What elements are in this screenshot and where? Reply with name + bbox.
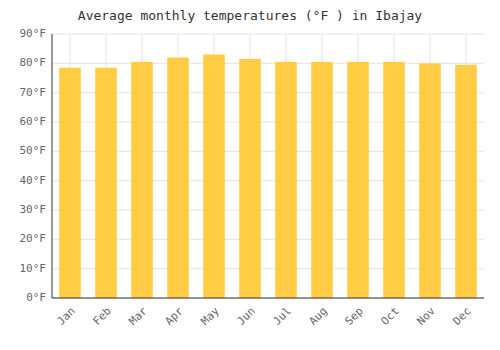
bar — [275, 62, 297, 298]
x-tick-label: Jun — [235, 305, 258, 328]
y-grid-line — [52, 34, 484, 35]
y-tick-label: 40°F — [20, 174, 47, 187]
x-tick-label: Mar — [127, 304, 151, 328]
bar — [167, 57, 189, 298]
x-axis-line — [52, 298, 484, 299]
bar — [131, 62, 153, 298]
y-tick-label: 20°F — [20, 232, 47, 245]
x-tick-label: Jan — [55, 305, 78, 328]
y-tick-label: 80°F — [20, 56, 47, 69]
x-tick-label: Jul — [271, 305, 294, 328]
x-tick-label: Dec — [451, 305, 474, 328]
axes: 0°F 10°F 20°F 30°F 40°F 50°F 60°F 70°F 80°F 90°F J… — [20, 27, 485, 328]
bar — [311, 62, 333, 298]
title: Average monthly temperatures (°F ) in Ib… — [78, 8, 423, 23]
chart-svg: 0°F 10°F 20°F 30°F 40°F 50°F 60°F 70°F 80°F 90°F J… — [0, 0, 500, 350]
y-axis-line — [52, 34, 53, 298]
x-tick-label: Aug — [307, 305, 330, 328]
bar — [347, 62, 369, 298]
y-tick-label: 10°F — [20, 262, 47, 275]
bar — [239, 59, 261, 298]
bar — [419, 63, 441, 298]
bar — [95, 68, 117, 298]
x-tick-label: Feb — [91, 305, 114, 328]
bar — [203, 55, 225, 298]
bar — [59, 68, 81, 298]
x-tick-label: Apr — [163, 304, 187, 328]
chart-container: 0°F 10°F 20°F 30°F 40°F 50°F 60°F 70°F 80°F 90°F J… — [0, 0, 500, 350]
y-tick-label: 30°F — [20, 203, 47, 216]
bar — [383, 62, 405, 298]
y-tick-label: 60°F — [20, 115, 47, 128]
grid — [52, 34, 484, 298]
y-tick-label: 0°F — [26, 291, 46, 304]
y-grid-line — [52, 298, 484, 299]
bars — [59, 55, 477, 298]
y-tick-label: 90°F — [20, 27, 47, 40]
x-tick-label: Nov — [415, 304, 439, 328]
x-tick-label: Sep — [343, 305, 366, 328]
y-tick-label: 50°F — [20, 144, 47, 157]
y-tick-label: 70°F — [20, 86, 47, 99]
bar — [455, 65, 477, 298]
x-tick-label: May — [199, 304, 223, 328]
x-tick-label: Oct — [379, 305, 402, 328]
